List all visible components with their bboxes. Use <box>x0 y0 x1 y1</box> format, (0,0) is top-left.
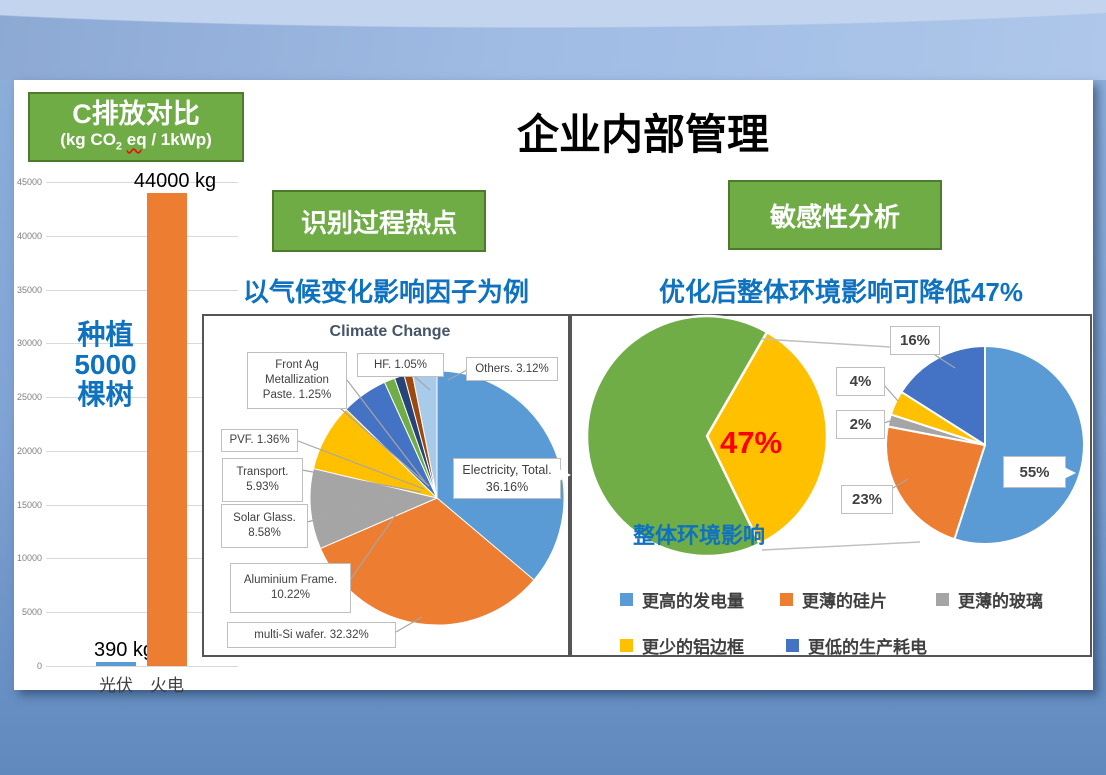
reduction-percentage: 47% <box>719 425 783 460</box>
gridline <box>46 450 238 452</box>
emission-chart-title: C排放对比 <box>72 99 200 129</box>
legend-label: 更低的生产耗电 <box>808 638 927 657</box>
climate-chart-title: Climate Change <box>329 323 451 340</box>
legend-label: 更薄的硅片 <box>802 592 887 611</box>
gridline <box>46 612 238 614</box>
y-axis-tick: 0 <box>36 661 42 671</box>
page-title: 企业内部管理 <box>516 111 769 158</box>
contribution-pie <box>885 345 1085 545</box>
bar-火电 <box>147 192 187 666</box>
x-axis-category: 光伏 <box>99 676 133 695</box>
gridline <box>46 289 238 291</box>
legend-item-less-aluminium: 更少的铝边框 <box>620 633 744 658</box>
legend-label: 更高的发电量 <box>642 592 744 611</box>
y-axis-tick: 45000 <box>16 177 42 187</box>
y-axis-tick: 30000 <box>16 338 42 349</box>
bar-光伏 <box>96 661 136 666</box>
gridline <box>46 182 238 183</box>
gridline <box>46 397 238 399</box>
x-axis-category: 火电 <box>150 676 184 695</box>
sensitivity-section-button[interactable]: 敏感性分析 <box>728 180 942 250</box>
hotspot-section-button[interactable]: 识别过程热点 <box>272 190 486 252</box>
label-front-ag: Front Ag Metallization Paste. 1.25% <box>247 352 347 409</box>
gridline <box>46 235 238 237</box>
bar-value-label: 390 kg <box>93 638 155 661</box>
overall-impact-label: 整体环境影响 <box>632 523 765 548</box>
y-axis-tick: 20000 <box>16 445 42 456</box>
label-solar-glass: Solar Glass. 8.58% <box>221 504 308 548</box>
legend-item-thinner-glass: 更薄的玻璃 <box>936 587 1043 612</box>
label-23pct: 23% <box>841 485 893 514</box>
legend-swatch <box>620 639 633 652</box>
label-55pct: 55% <box>1003 456 1076 488</box>
label-aluminium: Aluminium Frame. 10.22% <box>230 563 351 613</box>
sensitivity-subtitle: 优化后整体环境影响可降低47% <box>658 277 1024 307</box>
trees-annotation: 种植 5000 棵树 <box>74 319 137 410</box>
y-axis-tick: 15000 <box>16 499 42 510</box>
gridline <box>46 343 238 345</box>
y-axis-tick: 35000 <box>16 284 42 295</box>
legend-item-thinner-wafer: 更薄的硅片 <box>780 587 887 612</box>
legend-swatch <box>786 639 799 652</box>
gridline <box>46 558 238 560</box>
gridline <box>46 504 238 506</box>
y-axis-tick: 25000 <box>16 392 42 403</box>
label-2pct: 2% <box>836 410 885 439</box>
legend-label: 更少的铝边框 <box>642 638 744 657</box>
emission-chart-header: C排放对比 (kg CO2 eq / 1kWp) <box>28 92 244 162</box>
legend-swatch <box>620 593 633 606</box>
label-16pct: 16% <box>890 326 940 355</box>
label-4pct: 4% <box>836 367 885 396</box>
label-others: Others. 3.12% <box>466 357 558 381</box>
y-axis-tick: 5000 <box>21 607 42 618</box>
emission-chart-units: (kg CO2 eq / 1kWp) <box>60 130 212 153</box>
label-wafer: multi-Si wafer. 32.32% <box>227 622 396 648</box>
legend-swatch <box>936 593 949 606</box>
label-transport: Transport. 5.93% <box>222 458 303 502</box>
overall-impact-pie <box>585 314 829 558</box>
gridline <box>46 666 238 667</box>
bar-value-label: 44000 kg <box>133 169 217 192</box>
legend-item-lower-consumption: 更低的生产耗电 <box>786 633 927 658</box>
slide-background-top-swoosh <box>0 0 1106 80</box>
label-electricity: Electricity, Total. 36.16% <box>453 458 571 499</box>
y-axis-tick: 40000 <box>16 230 42 241</box>
legend-item-power-generation: 更高的发电量 <box>620 587 744 612</box>
y-axis-tick: 10000 <box>16 553 42 564</box>
hotspot-subtitle: 以气候变化影响因子为例 <box>242 277 529 307</box>
label-hf: HF. 1.05% <box>357 353 444 377</box>
legend-label: 更薄的玻璃 <box>958 592 1043 611</box>
label-pvf: PVF. 1.36% <box>221 429 298 452</box>
legend-swatch <box>780 593 793 606</box>
